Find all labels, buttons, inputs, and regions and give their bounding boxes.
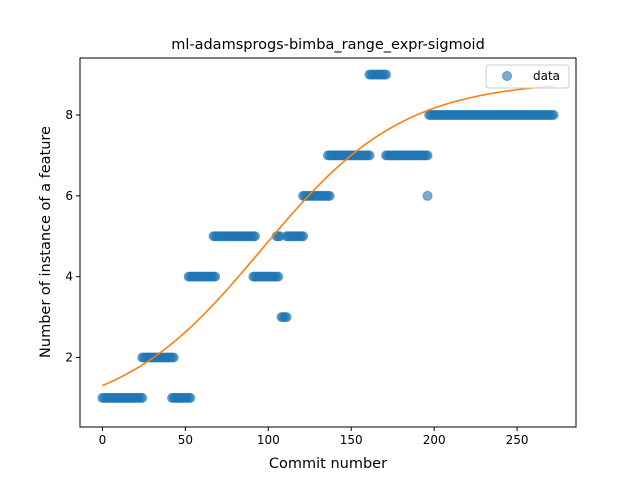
data-point — [185, 392, 196, 403]
legend-marker — [502, 71, 512, 81]
data-point — [548, 109, 559, 120]
data-point — [137, 392, 148, 403]
data-point — [364, 150, 375, 161]
data-point — [298, 231, 309, 242]
sigmoid-fit-line — [102, 85, 554, 387]
y-tick-label: 6 — [65, 189, 73, 203]
data-point — [381, 69, 392, 80]
data-point — [281, 312, 292, 323]
x-axis-label: Commit number — [269, 456, 387, 472]
data-point — [250, 231, 261, 242]
y-axis-label: Number of instance of a feature — [38, 126, 54, 358]
x-tick-label: 0 — [99, 433, 107, 447]
x-tick-label: 150 — [340, 433, 363, 447]
legend-label-data: data — [533, 69, 560, 83]
y-tick-label: 8 — [65, 108, 73, 122]
data-point — [422, 150, 433, 161]
legend-box — [485, 64, 570, 89]
chart-title: ml-adamsprogs-bimba_range_expr-sigmoid — [171, 37, 485, 53]
data-point — [324, 190, 335, 201]
y-tick-label: 2 — [65, 350, 73, 364]
y-tick-label: 4 — [65, 270, 73, 284]
data-point — [210, 271, 221, 282]
x-tick-label: 50 — [178, 433, 193, 447]
data-point — [168, 352, 179, 363]
x-axis-ticks: 0 50 100 150 200 250 — [99, 427, 529, 447]
data-points — [97, 69, 559, 403]
x-tick-label: 250 — [506, 433, 529, 447]
y-axis-ticks: 2 4 6 8 — [65, 108, 80, 364]
x-tick-label: 200 — [423, 433, 446, 447]
x-tick-label: 100 — [257, 433, 280, 447]
data-point — [273, 271, 284, 282]
legend: data — [485, 64, 570, 89]
data-point — [422, 190, 433, 201]
